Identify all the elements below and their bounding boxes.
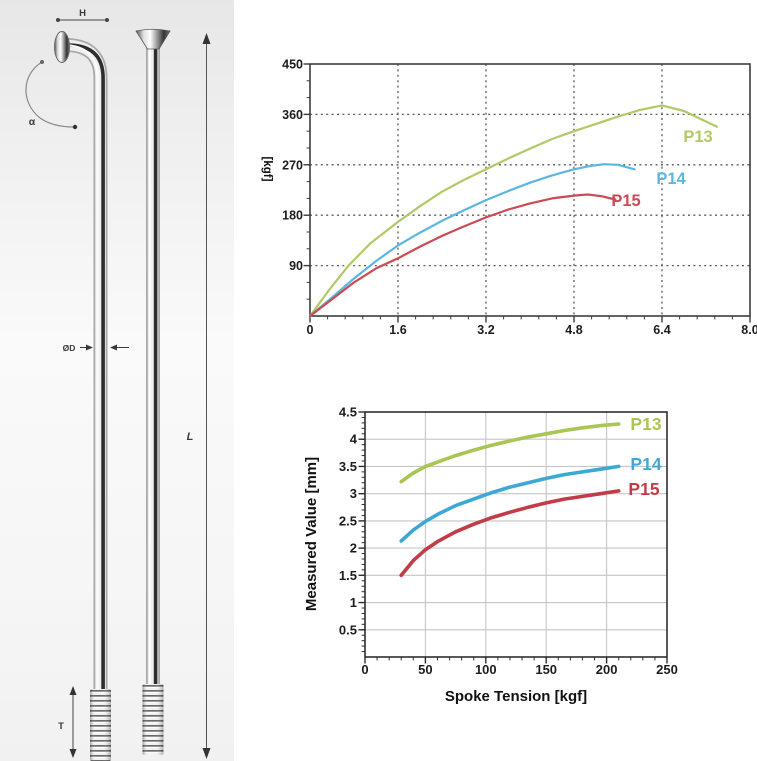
y-tick-label: 270 — [282, 158, 303, 172]
x-axis-title: Spoke Tension [kgf] — [445, 688, 587, 705]
series-line-p15 — [308, 193, 617, 318]
y-axis-title: Measured Value [mm] — [303, 457, 320, 611]
dimension-diameter: ØD — [63, 343, 129, 353]
dim-label-diameter: ØD — [63, 343, 76, 353]
series-label-p15: P15 — [611, 192, 640, 210]
series-line-p14 — [308, 163, 636, 318]
dim-label-alpha: α — [29, 116, 36, 128]
x-tick-label: 1.6 — [389, 323, 406, 337]
x-tick-label: 0 — [307, 323, 314, 337]
x-tick-label: 6.4 — [653, 323, 670, 337]
series-line-p13 — [399, 422, 621, 484]
y-axis-title: [kgf] — [261, 157, 273, 182]
y-tick-label: 180 — [282, 209, 303, 223]
y-tick-label: 2.5 — [339, 513, 357, 528]
y-tick-label: 90 — [289, 259, 303, 273]
countersunk-head — [135, 28, 171, 50]
dimension-thread-length: T — [58, 686, 77, 758]
x-tick-label: 50 — [418, 662, 432, 677]
series-line-p14 — [399, 464, 621, 543]
y-tick-label: 3.5 — [339, 459, 357, 474]
y-tick-label: 360 — [282, 108, 303, 122]
y-tick-label: 4.5 — [339, 405, 357, 420]
y-tick-label: 450 — [282, 58, 303, 72]
y-tick-label: 0.5 — [339, 622, 357, 637]
x-tick-label: 150 — [535, 662, 557, 677]
dim-label-h: H — [79, 8, 86, 19]
diagram-background — [0, 0, 234, 761]
dim-label-thread: T — [58, 721, 64, 732]
y-tick-label: 2 — [350, 541, 357, 556]
x-tick-label: 0 — [361, 662, 368, 677]
x-tick-label: 8.0 — [741, 323, 757, 337]
series-label-p14: P14 — [630, 454, 661, 474]
x-tick-label: 100 — [475, 662, 497, 677]
j-bend-head — [54, 31, 70, 63]
y-tick-label: 1.5 — [339, 568, 357, 583]
dimension-length: L — [187, 33, 211, 759]
x-tick-label: 200 — [596, 662, 618, 677]
series-label-p14: P14 — [656, 170, 686, 188]
dimension-bend-angle: α — [25, 60, 78, 130]
x-tick-label: 3.2 — [477, 323, 494, 337]
j-bend-spoke — [54, 31, 111, 761]
dim-label-length: L — [187, 431, 194, 443]
series-line-p15 — [399, 489, 621, 578]
x-tick-label: 4.8 — [565, 323, 582, 337]
series-label-p13: P13 — [683, 128, 712, 146]
x-tick-label: 250 — [656, 662, 678, 677]
y-tick-label: 3 — [350, 486, 357, 501]
series-label-p13: P13 — [630, 414, 661, 434]
series-line-p13 — [308, 104, 719, 318]
y-tick-label: 1 — [350, 595, 357, 610]
dimension-head-width: H — [56, 8, 109, 22]
y-tick-label: 4 — [350, 432, 358, 447]
straight-spoke — [135, 28, 171, 755]
series-label-p15: P15 — [628, 479, 659, 499]
